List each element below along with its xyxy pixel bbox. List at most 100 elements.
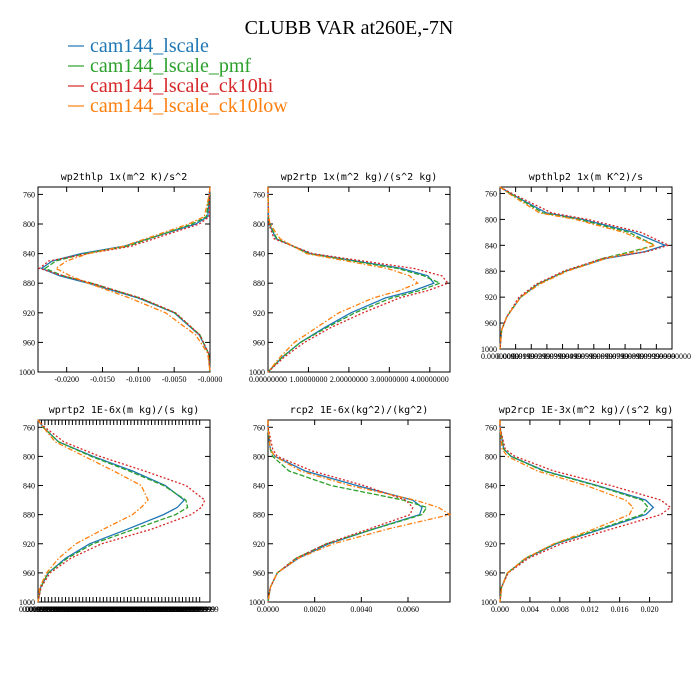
y-tick-label: 800: [485, 452, 497, 461]
x-tick-label: 0.51999999: [108, 605, 146, 614]
x-tick-label: 0.87999999: [170, 605, 208, 614]
plot-frame: [267, 419, 451, 603]
series-line: [267, 420, 414, 603]
x-tick-label: 0.00000000: [19, 605, 57, 614]
plot-frame: [267, 186, 451, 373]
y-tick-label: 1000: [19, 368, 35, 377]
panels: wp2thlp 1x(m^2 K)/s^2 760 800 840 880 920 960 1…: [19, 172, 691, 614]
x-tick-label: 0.00000000: [481, 352, 519, 361]
x-tick-label: 0.35999999: [81, 605, 119, 614]
y-tick-label: 760: [23, 190, 35, 199]
x-tick-label: 0.75999999: [150, 605, 188, 614]
legend-entry: cam144_lscale: [90, 35, 209, 57]
x-tick-label: 0.49999999: [105, 605, 143, 614]
series-line: [37, 419, 186, 603]
x-tick-label: 0.67999999: [136, 605, 174, 614]
x-tick-label: 0.89999999: [174, 605, 212, 614]
x-tick-label: 0.21999999: [57, 605, 95, 614]
x-tick-label: 0.59999999: [122, 605, 160, 614]
y-tick-label: 880: [23, 511, 35, 520]
x-tick-label: -0.0050: [162, 375, 187, 384]
x-tick-label: 0.0040: [350, 605, 372, 614]
legend-entry: cam144_lscale_ck10hi: [90, 75, 274, 97]
y-tick-label: 920: [485, 540, 497, 549]
x-tick-label: 0.31999999: [74, 605, 112, 614]
y-tick-label: 880: [253, 511, 265, 520]
series-line: [37, 419, 206, 603]
series-line: [267, 420, 428, 603]
x-tick-label: 0.61999999: [126, 605, 164, 614]
y-tick-label: 800: [23, 452, 35, 461]
x-tick-label: 0.11999999: [40, 605, 78, 614]
x-tick-label: 0.0060: [397, 605, 419, 614]
x-tick-label: 0.020: [641, 605, 659, 614]
x-tick-label: 2.00000000: [330, 375, 368, 384]
x-tick-label: 0.63999999: [129, 605, 167, 614]
series-line: [499, 186, 671, 350]
panel-title: rcp2 1E-6x(kg^2)/(kg^2): [290, 405, 428, 416]
x-tick-label: 0.02999999: [528, 352, 566, 361]
x-tick-label: 0.000: [491, 605, 509, 614]
series-line: [267, 187, 450, 373]
y-tick-label: 840: [253, 482, 265, 491]
panel-title: wp2rtp 1x(m^2 kg)/(s^2 kg): [281, 172, 438, 183]
x-tick-label: 0.01999999: [512, 352, 550, 361]
x-tick-label: 0.23999999: [60, 605, 98, 614]
series-line: [499, 186, 657, 350]
series-line: [499, 420, 649, 603]
x-tick-label: 0.03999999: [26, 605, 64, 614]
x-tick-label: 0.43999999: [95, 605, 133, 614]
x-tick-label: 0.37999999: [84, 605, 122, 614]
y-tick-label: 1000: [481, 345, 497, 354]
legend: cam144_lscalecam144_lscale_pmfcam144_lsc…: [68, 35, 288, 117]
x-tick-label: 0.71999999: [143, 605, 181, 614]
series-line: [40, 186, 211, 373]
y-tick-label: 760: [23, 423, 35, 432]
panel-title: wp2thlp 1x(m^2 K)/s^2: [61, 172, 187, 183]
panel-title: wprtp2 1E-6x(m kg)/(s kg): [49, 405, 200, 416]
chart-panel: wpthlp2 1x(m K^2)/s 760 800 840 880 920 960 100…: [481, 172, 691, 361]
x-tick-label: 0.004: [521, 605, 539, 614]
x-tick-label: 0.016: [611, 605, 629, 614]
x-tick-label: 0.012: [581, 605, 599, 614]
chart-panel: wp2thlp 1x(m^2 K)/s^2 760 800 840 880 920 960 1…: [19, 172, 222, 384]
chart-panel: wprtp2 1E-6x(m kg)/(s kg) 760 800 840 880 920…: [19, 405, 219, 614]
panel-title: wpthlp2 1x(m K^2)/s: [529, 172, 643, 183]
y-tick-label: 920: [23, 309, 35, 318]
panel-title: wp2rcp 1E-3x(m^2 kg)/(s^2 kg): [499, 405, 674, 416]
x-tick-label: 0.06999999: [590, 352, 628, 361]
x-tick-label: -0.0000: [198, 375, 223, 384]
y-tick-label: 1000: [249, 368, 265, 377]
series-line: [37, 419, 189, 603]
chart-panel: wp2rcp 1E-3x(m^2 kg)/(s^2 kg)760 800 840 88…: [481, 405, 673, 614]
x-tick-label: 0.01999999: [22, 605, 60, 614]
x-tick-label: 0.00000000: [249, 375, 287, 384]
x-tick-label: 0.85999999: [167, 605, 205, 614]
legend-entry: cam144_lscale_ck10low: [90, 95, 288, 117]
series-line: [37, 419, 149, 603]
y-tick-label: 960: [23, 569, 35, 578]
x-tick-label: 0.008: [551, 605, 569, 614]
y-tick-label: 960: [253, 569, 265, 578]
y-tick-label: 960: [23, 338, 35, 347]
x-tick-label: 0.05999999: [575, 352, 613, 361]
series-line: [38, 186, 211, 373]
series-line: [267, 420, 423, 603]
x-tick-label: 0.93999999: [181, 605, 219, 614]
series-line: [267, 187, 442, 373]
x-tick-label: 0.41999999: [91, 605, 129, 614]
x-tick-label: 0.07999999: [33, 605, 71, 614]
y-tick-label: 840: [23, 250, 35, 259]
x-tick-label: 0.91999999: [177, 605, 215, 614]
y-tick-label: 920: [253, 309, 265, 318]
x-tick-label: 0.08999999: [622, 352, 660, 361]
plot-frame: [499, 419, 673, 603]
x-tick-label: -0.0100: [126, 375, 151, 384]
x-tick-label: 0.53999999: [112, 605, 150, 614]
plot-frame: [499, 186, 673, 350]
plot-frame: [37, 186, 211, 373]
y-tick-label: 840: [253, 250, 265, 259]
x-tick-label: 1.00000000: [289, 375, 327, 384]
series-line: [54, 186, 211, 373]
x-tick-label: 4.00000000: [411, 375, 449, 384]
